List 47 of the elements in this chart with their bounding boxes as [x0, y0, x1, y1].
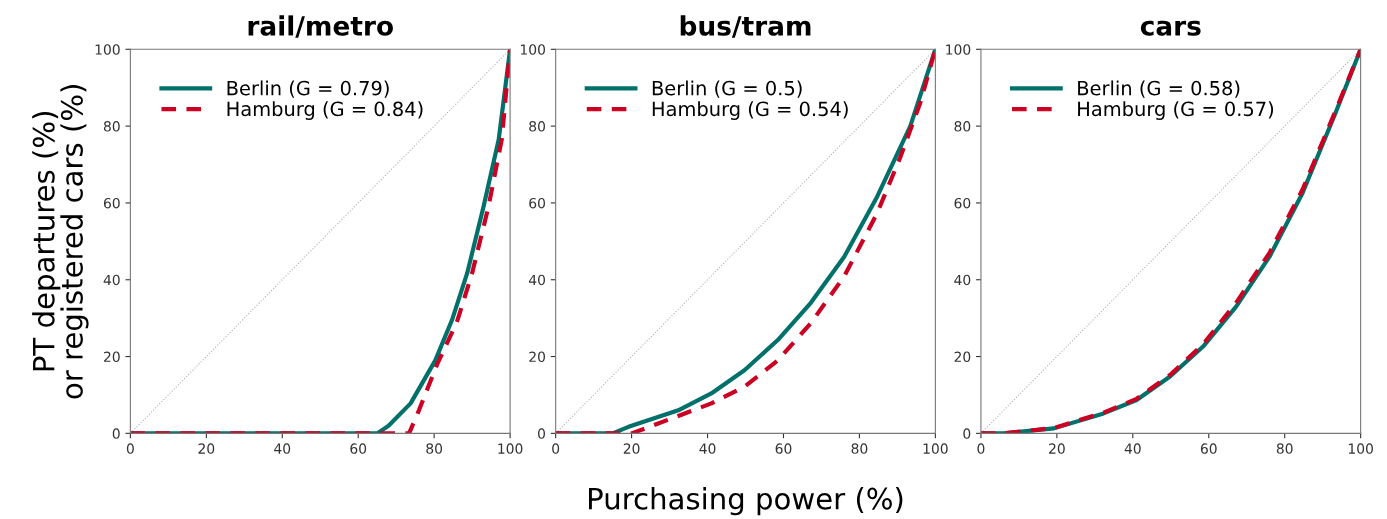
x-tick-label: 100 [1348, 443, 1373, 454]
x-tick-label: 100 [498, 443, 523, 454]
x-tick-label: 40 [699, 443, 716, 454]
legend-label: Berlin (G = 0.5) [652, 80, 802, 98]
y-tick-label: 0 [538, 428, 546, 439]
y-tick-label: 40 [954, 274, 971, 286]
x-tick-label: 60 [350, 443, 367, 454]
x-tick-label: 100 [923, 443, 948, 454]
chart-title: rail/metro [248, 15, 393, 38]
x-tick-label: 40 [1124, 443, 1141, 454]
y-tick-label: 40 [103, 274, 120, 286]
y-tick-label: 60 [103, 197, 120, 209]
legend-label: Hamburg (G = 0.57) [1078, 101, 1274, 120]
x-tick-label: 60 [1200, 443, 1217, 454]
x-tick-label: 0 [126, 443, 134, 454]
y-tick-label: 80 [954, 121, 971, 132]
legend-label: Berlin (G = 0.79) [227, 80, 389, 98]
x-tick-label: 80 [1276, 443, 1293, 454]
y-tick-label: 100 [95, 44, 120, 55]
y-tick-label: 20 [104, 351, 120, 363]
chart-title: bus/tram [680, 15, 811, 38]
y-tick-label: 80 [529, 121, 546, 132]
x-tick-label: 20 [1049, 443, 1065, 454]
y-tick-label: 0 [963, 428, 971, 439]
x-axis-title: Purchasing power (%) [589, 487, 903, 516]
x-tick-label: 60 [775, 443, 792, 454]
y-axis-title: PT departures (%) or registered cars (%) [32, 85, 89, 399]
y-tick-label: 100 [520, 44, 546, 55]
legend-label: Hamburg (G = 0.84) [227, 101, 423, 120]
x-tick-label: 0 [977, 443, 985, 454]
legend-label: Berlin (G = 0.58) [1078, 80, 1240, 98]
x-tick-label: 0 [552, 443, 560, 454]
y-tick-label: 60 [954, 197, 971, 209]
x-tick-label: 80 [426, 443, 443, 454]
y-tick-label: 60 [529, 197, 546, 209]
x-tick-label: 40 [274, 443, 291, 454]
y-tick-label: 80 [103, 121, 120, 132]
x-tick-label: 80 [851, 443, 868, 454]
y-tick-label: 100 [946, 44, 971, 55]
chart-title: cars [1140, 20, 1201, 36]
y-tick-label: 40 [528, 274, 546, 286]
y-tick-label: 20 [954, 351, 971, 363]
y-tick-label: 0 [112, 428, 120, 439]
x-tick-label: 20 [623, 443, 640, 454]
legend-label: Hamburg (G = 0.54) [652, 101, 848, 120]
y-tick-label: 20 [529, 351, 546, 363]
x-tick-label: 20 [198, 443, 215, 454]
